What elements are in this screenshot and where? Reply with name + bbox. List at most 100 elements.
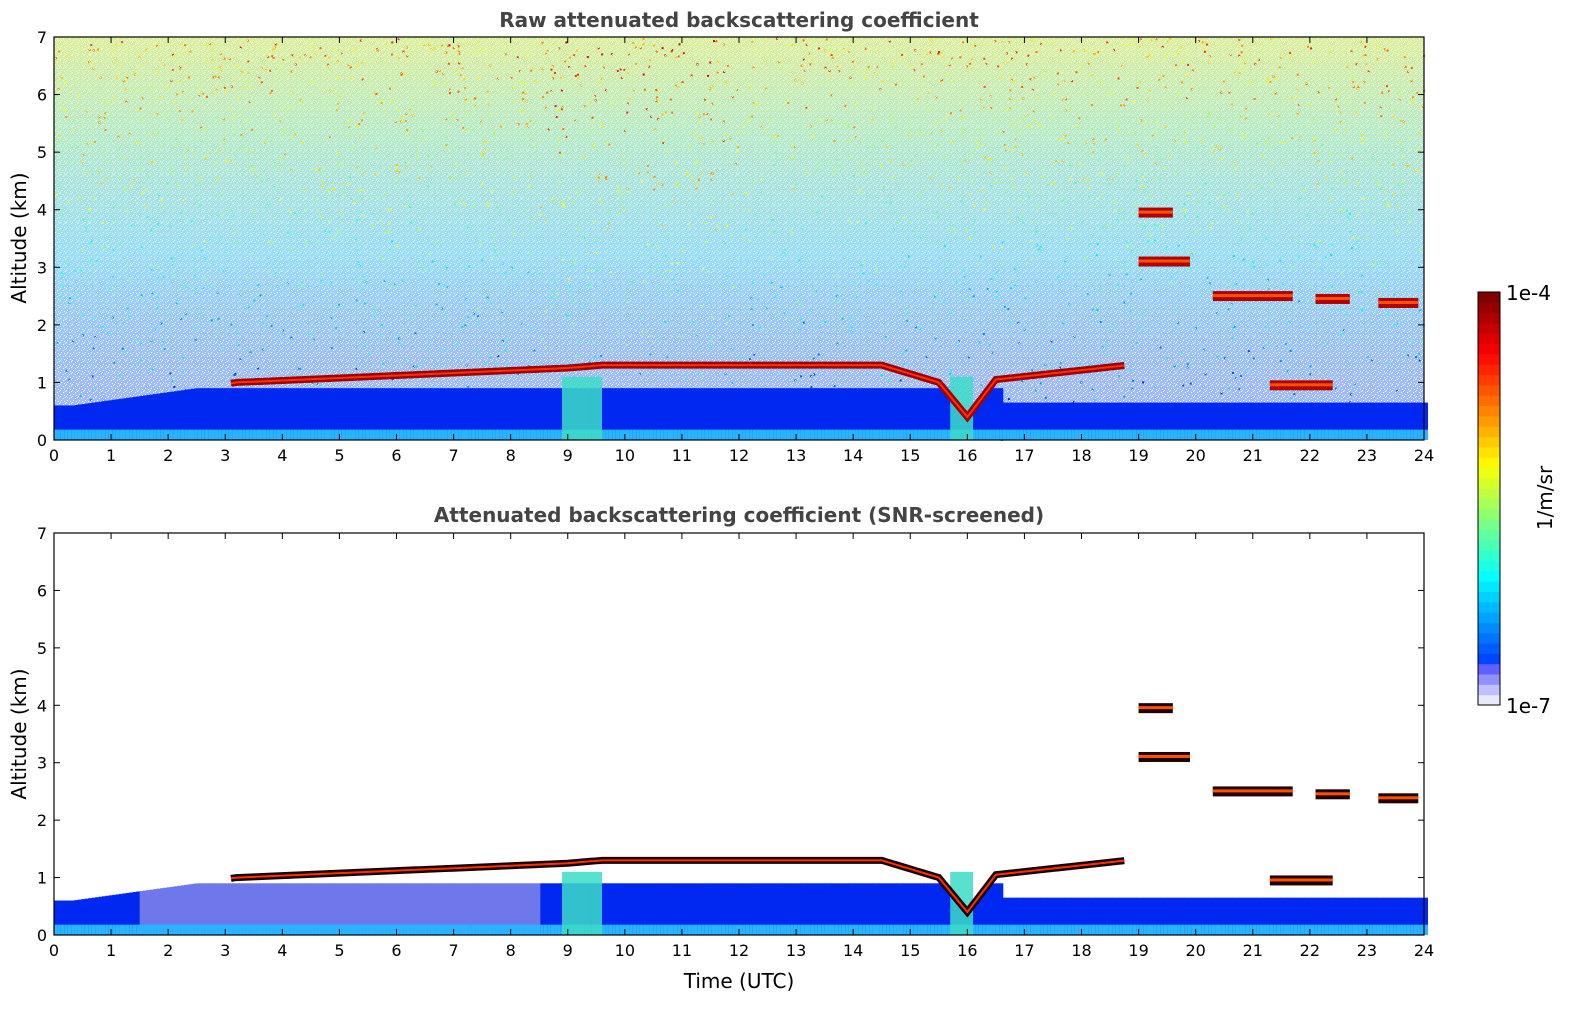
surface-layer-column — [677, 429, 682, 440]
surface-layer-column — [1057, 429, 1062, 440]
boundary-layer-column — [1355, 897, 1360, 935]
surface-layer-column — [834, 429, 839, 440]
boundary-layer-column — [115, 894, 120, 935]
boundary-layer-column — [1088, 897, 1093, 935]
boundary-layer-column — [509, 388, 514, 440]
surface-layer-column — [828, 429, 833, 440]
boundary-layer-column — [1156, 402, 1161, 440]
boundary-layer-column — [180, 390, 185, 440]
boundary-layer-column — [882, 388, 887, 440]
surface-layer-column — [1129, 429, 1134, 440]
boundary-layer-column — [547, 883, 552, 935]
boundary-layer-column — [715, 883, 720, 935]
surface-layer-column — [1328, 924, 1333, 935]
convective-column — [562, 871, 602, 935]
surface-layer-column — [1006, 429, 1011, 440]
surface-layer-column — [869, 924, 874, 935]
boundary-layer-column — [276, 883, 281, 935]
surface-layer-column — [1215, 429, 1220, 440]
surface-layer-column — [800, 924, 805, 935]
surface-layer-column — [297, 429, 302, 440]
surface-layer-column — [228, 924, 233, 935]
surface-layer-column — [1410, 429, 1415, 440]
surface-layer-column — [602, 429, 606, 440]
surface-layer-column — [547, 924, 552, 935]
boundary-layer-column — [95, 402, 100, 440]
surface-layer-column — [540, 429, 545, 440]
boundary-layer-column — [1150, 402, 1154, 440]
surface-layer-column — [77, 429, 82, 440]
boundary-layer-column — [536, 388, 541, 440]
boundary-layer-column — [653, 883, 658, 935]
surface-layer-column — [865, 429, 870, 440]
boundary-layer-column — [732, 883, 737, 935]
boundary-layer-column — [721, 883, 726, 935]
surface-layer-column — [1067, 429, 1072, 440]
surface-layer-column — [283, 924, 288, 935]
surface-layer-column — [831, 429, 836, 440]
surface-layer-column — [420, 429, 425, 440]
boundary-layer-column — [1019, 402, 1024, 440]
surface-layer-column — [1153, 924, 1158, 935]
boundary-layer-column — [153, 889, 158, 935]
cloud-layer-core — [1212, 294, 1293, 298]
surface-layer-column — [410, 924, 415, 935]
boundary-layer-column — [1040, 402, 1045, 440]
boundary-layer-column — [975, 901, 980, 935]
boundary-layer-column — [999, 883, 1004, 935]
boundary-layer-column — [619, 388, 624, 440]
surface-layer-column — [834, 924, 839, 935]
boundary-layer-column — [1108, 897, 1113, 935]
boundary-layer-column — [502, 388, 507, 440]
boundary-layer-column — [917, 883, 922, 935]
boundary-layer-column — [1187, 897, 1192, 935]
boundary-layer-column — [187, 389, 192, 440]
boundary-layer-column — [101, 896, 106, 935]
surface-layer-column — [721, 429, 726, 440]
x-tick-label: 8 — [506, 941, 516, 960]
surface-layer-column — [297, 924, 302, 935]
boundary-layer-column — [430, 883, 435, 935]
surface-layer-column — [1170, 429, 1175, 440]
boundary-layer-column — [667, 883, 672, 935]
surface-layer-column — [930, 924, 935, 935]
surface-layer-column — [869, 429, 874, 440]
surface-layer-column — [800, 429, 805, 440]
y-tick-label: 6 — [37, 581, 47, 600]
surface-layer-column — [913, 429, 918, 440]
surface-layer-column — [523, 924, 528, 935]
cloud-layer-core — [1138, 210, 1173, 214]
boundary-layer-column — [488, 388, 493, 440]
surface-layer-column — [1352, 429, 1357, 440]
boundary-layer-column — [1338, 897, 1343, 935]
surface-layer-column — [482, 429, 487, 440]
surface-layer-column — [362, 924, 367, 935]
surface-layer-column — [735, 924, 740, 935]
boundary-layer-column — [605, 883, 610, 935]
boundary-layer-column — [204, 883, 209, 935]
boundary-layer-column — [1102, 402, 1107, 440]
surface-layer-column — [862, 429, 867, 440]
boundary-layer-column — [1341, 897, 1346, 935]
colorbar-band — [1478, 333, 1500, 345]
surface-layer-column — [1150, 429, 1154, 440]
surface-layer-column — [1379, 924, 1384, 935]
boundary-layer-column — [84, 898, 89, 935]
boundary-layer-column — [389, 883, 394, 935]
surface-layer-column — [324, 429, 329, 440]
boundary-layer-column — [526, 388, 531, 440]
boundary-layer-column — [1122, 402, 1127, 440]
boundary-layer-column — [1314, 402, 1319, 440]
boundary-layer-column — [1369, 897, 1374, 935]
surface-layer-column — [941, 429, 946, 440]
boundary-layer-column — [872, 388, 877, 440]
surface-layer-column — [739, 429, 743, 440]
surface-layer-column — [129, 924, 134, 935]
boundary-layer-column — [1115, 897, 1120, 935]
boundary-layer-column — [1170, 402, 1175, 440]
surface-layer-column — [519, 924, 524, 935]
surface-layer-column — [769, 429, 774, 440]
surface-layer-column — [759, 429, 764, 440]
boundary-layer-column — [1002, 897, 1007, 935]
